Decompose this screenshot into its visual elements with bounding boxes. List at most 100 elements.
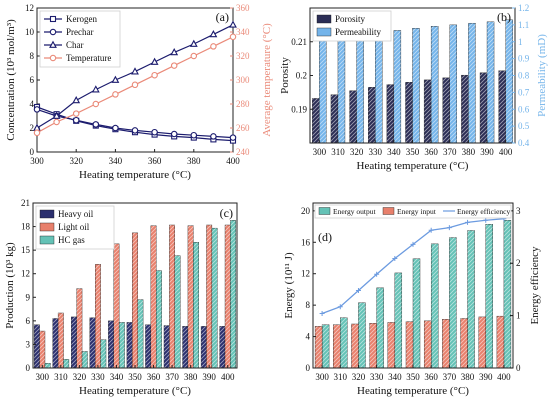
panel-d-bar-hatch-0-10 [503, 220, 511, 368]
panel-c-xtick-label: 300 [36, 372, 50, 382]
panel-c-panel-label: (c) [220, 206, 233, 220]
panel-d-bar-hatch-1-6 [424, 320, 432, 368]
panel-c-bar-hatch-2-6 [156, 270, 162, 368]
panel-d-ytick-label: 12 [301, 269, 310, 279]
panel-d-bar-hatch-1-5 [406, 321, 413, 368]
panel-c-bar-hatch-1-3 [95, 264, 101, 368]
panel-d-efficiency-point-2 [355, 287, 361, 293]
panel-a-xtick-label: 340 [109, 156, 123, 166]
panel-c-legend-swatch [39, 222, 55, 232]
panel-b-bar-hatch-0-6 [424, 79, 432, 143]
panel-a-concentration-temperature: 0 2 4 6 8 10 12 240 260 280 300 320 340 360 300 320 340 3… [5, 3, 273, 181]
panel-b-bar-hatch-0-0 [312, 98, 320, 143]
panel-c-xtick-label: 390 [202, 372, 216, 382]
panel-d-xtick-label: 370 [443, 372, 457, 382]
panel-b-panel-label: (b) [497, 10, 511, 24]
panel-c-bar-hatch-1-7 [169, 225, 175, 368]
panel-d-xtick-label: 300 [315, 372, 329, 382]
panel-d-y2-axis-title: Energy efficiency [529, 246, 541, 325]
panel-c-bar-hatch-0-9 [201, 326, 207, 368]
panel-a-point-1-2 [72, 116, 80, 124]
panel-d-y2tick-label: 0 [516, 363, 521, 373]
panel-c-legend-label: Heavy oil [58, 209, 94, 219]
panel-c-bar-hatch-0-8 [182, 326, 188, 368]
panel-c-bar-hatch-1-2 [76, 288, 83, 368]
panel-c-bar-hatch-2-2 [82, 351, 88, 368]
panel-a-legend-label: Char [66, 40, 84, 50]
panel-a-y2tick-label: 280 [236, 99, 250, 109]
panel-c-legend-label: HC gas [58, 235, 85, 245]
panel-b-y2tick-label: 0.6 [518, 104, 530, 114]
panel-a-x-axis-title: Heating temperature (°C) [79, 169, 191, 181]
panel-c-ytick-label: 3 [26, 339, 31, 349]
panel-a-ytick-label: 4 [30, 99, 35, 109]
panel-d-panel-label: (d) [318, 230, 332, 244]
panel-b-bar-hatch-0-3 [368, 87, 376, 143]
panel-a-xtick-label: 400 [226, 156, 240, 166]
panel-a-point-3-10 [229, 33, 237, 41]
panel-a-ytick-label: 10 [25, 27, 35, 37]
panel-b-ytick-label: 0.21 [291, 37, 307, 47]
panel-a-point-2-8 [189, 39, 198, 47]
panel-c-bar-hatch-2-3 [100, 339, 107, 368]
panel-d-efficiency-point-7 [446, 225, 452, 231]
panel-d-y-axis-title: Energy (10¹¹ J) [283, 252, 295, 319]
panel-d-bar-hatch-0-5 [413, 258, 420, 368]
panel-b-legend-label: Permeability [335, 27, 381, 37]
panel-c-ytick-label: 9 [26, 292, 31, 302]
panel-a-point-3-7 [170, 62, 178, 69]
panel-c-bar-hatch-2-10 [230, 220, 236, 368]
panel-c-bar-hatch-1-1 [58, 313, 64, 368]
panel-c-legend-label: Light oil [58, 222, 90, 232]
panel-b-bar-hatch-0-2 [349, 90, 357, 143]
panel-c-ytick-label: 6 [26, 316, 31, 326]
panel-d-legend-label: Energy efficiency [457, 207, 510, 216]
panel-c-legend-swatch [39, 209, 55, 219]
panel-d-xtick-label: 310 [334, 372, 348, 382]
panel-c-bar-hatch-0-2 [71, 316, 77, 368]
panel-a-legend-label: Kerogen [66, 14, 97, 24]
panel-b-xtick-label: 370 [443, 147, 457, 157]
panel-a-point-1-4 [112, 124, 119, 132]
panel-c-bar-hatch-2-9 [211, 228, 218, 368]
panel-d-bar-hatch-0-3 [376, 287, 384, 368]
panel-b-legend-swatch [316, 27, 332, 37]
panel-d-legend-swatch [318, 207, 331, 215]
panel-a-point-1-5 [131, 127, 139, 134]
panel-b-y2-axis-title: Permeability (mD) [536, 34, 548, 117]
panel-a-y2tick-label: 360 [236, 3, 250, 13]
panel-d-ytick-label: 16 [301, 237, 311, 247]
panel-c-bar-hatch-1-10 [225, 225, 231, 368]
panel-c-bar-hatch-2-4 [119, 322, 125, 368]
panel-c-xtick-label: 340 [110, 372, 124, 382]
panel-d-xtick-label: 350 [406, 372, 420, 382]
panel-d-efficiency-point-3 [374, 271, 380, 277]
panel-c-bar-hatch-2-7 [174, 255, 181, 368]
panel-d-y2tick-label: 1 [516, 311, 521, 321]
panel-a-legend-label: Temperature [66, 53, 111, 63]
panel-d-ytick-label: 8 [306, 300, 311, 310]
panel-a-ytick-label: 2 [30, 123, 35, 133]
panel-a-point-3-5 [131, 81, 139, 89]
panel-c-bar-hatch-0-0 [34, 324, 40, 368]
panel-a-point-1-8 [190, 131, 198, 139]
panel-c-bar-hatch-0-5 [126, 322, 133, 368]
panel-a-y2tick-label: 300 [236, 75, 250, 85]
panel-a-point-3-6 [151, 71, 158, 79]
panel-d-ytick-label: 4 [306, 332, 311, 342]
panel-a-point-2-9 [209, 30, 218, 38]
panel-b-bar-hatch-1-9 [487, 21, 495, 143]
panel-c-bar-hatch-1-8 [187, 225, 194, 368]
panel-d-efficiency-point-6 [428, 227, 434, 233]
panel-a-point-3-2 [72, 110, 80, 117]
panel-c-bar-hatch-1-5 [132, 232, 138, 368]
panel-b-xtick-label: 340 [387, 147, 401, 157]
panel-c-bar-hatch-1-6 [150, 225, 157, 368]
panel-a-y2-axis-title: Average temperature (°C) [261, 23, 273, 137]
panel-a-ytick-label: 12 [25, 3, 34, 13]
panel-d-efficiency-point-1 [337, 304, 343, 310]
panel-a-point-3-8 [190, 52, 198, 60]
panel-d-bar-hatch-0-4 [394, 272, 402, 368]
panel-c-bar-hatch-2-5 [137, 299, 144, 368]
